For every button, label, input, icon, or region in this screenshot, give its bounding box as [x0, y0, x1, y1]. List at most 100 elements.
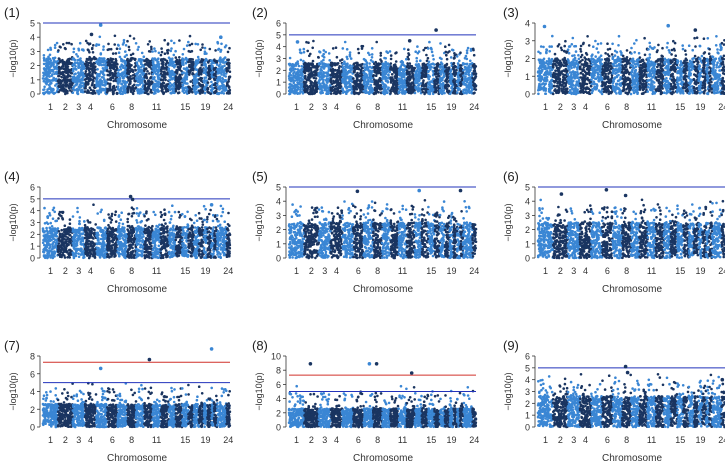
snp-point [147, 50, 151, 53]
snp-point [368, 85, 372, 89]
snp-point [115, 92, 119, 95]
snp-point [133, 58, 137, 61]
snp-point [322, 80, 325, 84]
snp-point [444, 86, 447, 89]
snp-point [544, 87, 547, 91]
snp-point [160, 50, 164, 54]
snp-point [53, 46, 57, 49]
snp-point [126, 39, 129, 43]
snp-point [210, 88, 213, 92]
snp-point [355, 87, 359, 91]
snp-point [539, 80, 542, 83]
snp-point [352, 88, 356, 91]
snp-point [471, 80, 475, 84]
snp-point [471, 64, 475, 67]
snp-point [164, 78, 167, 82]
snp-point [379, 51, 383, 55]
snp-point [223, 45, 227, 49]
snp-point [227, 58, 230, 61]
snp-point [409, 77, 412, 80]
snp-point [548, 88, 552, 92]
snp-point [183, 91, 186, 94]
snp-point [458, 59, 461, 63]
snp-point [426, 56, 430, 60]
snp-point [136, 88, 140, 91]
snp-point [553, 72, 557, 76]
snp-point [143, 69, 146, 73]
snp-point [140, 88, 143, 91]
x-tick-label: 3 [76, 102, 81, 112]
snp-point [298, 79, 302, 83]
snp-point [545, 48, 548, 51]
snp-point [449, 70, 452, 73]
snp-point [49, 81, 52, 85]
snp-point [76, 61, 79, 64]
snp-point [46, 48, 50, 52]
snp-point [336, 87, 340, 91]
snp-point [319, 69, 323, 72]
snp-point [225, 68, 229, 72]
snp-point [131, 91, 134, 94]
snp-point [557, 43, 561, 46]
snp-point [163, 38, 166, 42]
snp-point [220, 42, 223, 46]
snp-point [325, 79, 328, 82]
snp-point [67, 41, 71, 45]
snp-point [138, 92, 141, 95]
snp-point [228, 88, 232, 92]
snp-point [137, 64, 140, 68]
y-axis-label: −log10(p) [8, 39, 18, 77]
snp-point [426, 70, 430, 73]
snp-point [574, 86, 577, 90]
snp-point [324, 50, 328, 54]
snp-point [305, 84, 308, 88]
snp-point [190, 62, 194, 66]
snp-point [134, 69, 137, 72]
snp-point [352, 77, 355, 80]
snp-point [413, 89, 416, 92]
snp-point [106, 78, 109, 81]
snp-point [551, 34, 554, 38]
snp-point [564, 39, 567, 43]
snp-point [545, 51, 548, 55]
snp-point [472, 53, 476, 57]
snp-point [85, 60, 88, 63]
snp-point [331, 70, 335, 74]
snp-point [127, 45, 131, 49]
snp-point [388, 50, 392, 53]
snp-point [152, 63, 156, 67]
snp-point [541, 87, 545, 91]
snp-point [385, 91, 389, 94]
snp-point [411, 89, 414, 93]
snp-point [455, 80, 459, 84]
snp-point [295, 89, 299, 92]
snp-point [364, 89, 368, 92]
snp-point [131, 77, 135, 80]
snp-point [77, 77, 80, 80]
snp-point [472, 72, 476, 76]
snp-point [199, 76, 202, 80]
snp-point [403, 47, 406, 51]
snp-point [346, 65, 350, 69]
snp-point [189, 90, 192, 93]
snp-point [433, 90, 437, 94]
snp-point [223, 72, 226, 75]
snp-point [464, 72, 468, 76]
snp-point [85, 91, 89, 94]
snp-point [62, 90, 65, 93]
snp-point [223, 80, 226, 83]
snp-point [384, 84, 388, 88]
snp-point [106, 48, 110, 52]
snp-point [89, 64, 92, 68]
snp-point [414, 86, 418, 89]
x-tick-label: 19 [446, 102, 456, 112]
peak-point [219, 35, 223, 39]
snp-point [87, 79, 91, 83]
snp-point [329, 78, 333, 82]
snp-point [128, 48, 131, 52]
snp-point [289, 68, 293, 71]
snp-point [445, 81, 449, 84]
snp-point [88, 51, 91, 54]
snp-point [59, 81, 63, 85]
snp-point [228, 76, 231, 79]
